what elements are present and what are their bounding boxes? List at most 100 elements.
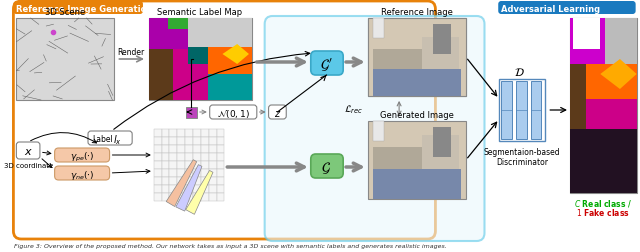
Polygon shape [188, 48, 208, 65]
FancyBboxPatch shape [265, 17, 484, 241]
Text: Adversarial Learning: Adversarial Learning [501, 5, 600, 14]
Bar [177, 193, 185, 201]
Bar [209, 153, 216, 161]
Bar [162, 161, 170, 169]
Text: Segmentaion-based
Discriminator: Segmentaion-based Discriminator [483, 147, 560, 167]
Bar [209, 161, 216, 169]
Bar [193, 177, 201, 185]
Bar [193, 161, 201, 169]
Text: 3D coordinate: 3D coordinate [3, 162, 52, 168]
Bar [201, 185, 209, 193]
Text: Reference Image Generation: Reference Image Generation [17, 5, 153, 14]
Bar [17, 19, 115, 101]
Bar [209, 185, 216, 193]
Bar [162, 169, 170, 177]
Bar [177, 153, 185, 161]
Bar [368, 19, 466, 97]
Polygon shape [600, 60, 637, 90]
FancyBboxPatch shape [13, 2, 143, 15]
Bar [162, 185, 170, 193]
Bar [154, 145, 162, 153]
FancyBboxPatch shape [311, 52, 343, 76]
Bar [499, 80, 545, 141]
Text: Label: Label [92, 135, 113, 144]
Bar [149, 19, 252, 101]
Text: $z$: $z$ [274, 109, 281, 118]
Bar [209, 169, 216, 177]
Bar [154, 153, 162, 161]
Bar [177, 169, 185, 177]
Bar [372, 121, 385, 141]
Bar [201, 177, 209, 185]
Polygon shape [573, 19, 600, 50]
Bar [368, 121, 466, 199]
Bar [193, 145, 201, 153]
Bar [193, 169, 201, 177]
Polygon shape [586, 65, 637, 100]
Bar [216, 185, 225, 193]
Bar [177, 185, 185, 193]
Bar [201, 137, 209, 145]
Bar [162, 130, 170, 137]
Bar [216, 161, 225, 169]
Polygon shape [586, 100, 637, 130]
Bar [162, 145, 170, 153]
Bar [209, 145, 216, 153]
Text: $\mathcal{D}$: $\mathcal{D}$ [515, 66, 525, 78]
Text: Render: Render [118, 48, 145, 57]
Text: $x$: $x$ [24, 146, 33, 156]
Text: $\gamma_{pe}(\cdot)$: $\gamma_{pe}(\cdot)$ [70, 150, 94, 163]
Bar [372, 50, 422, 90]
Bar [570, 19, 637, 193]
FancyBboxPatch shape [17, 142, 40, 159]
Bar [185, 177, 193, 185]
Bar [422, 136, 459, 191]
Text: Reference Image: Reference Image [381, 8, 452, 17]
Bar [201, 153, 209, 161]
Bar [154, 193, 162, 201]
Polygon shape [168, 19, 188, 30]
Bar [193, 153, 201, 161]
Text: $\mathcal{G}$: $\mathcal{G}$ [321, 160, 332, 175]
Bar [201, 130, 209, 137]
Bar [368, 19, 466, 97]
Bar [170, 137, 177, 145]
Bar [154, 130, 162, 137]
Bar [185, 161, 193, 169]
Bar [185, 145, 193, 153]
Bar [162, 193, 170, 201]
Text: Semantic Label Map: Semantic Label Map [157, 8, 243, 17]
Polygon shape [149, 50, 173, 101]
Bar [372, 147, 422, 191]
Bar [193, 193, 201, 201]
Bar [185, 193, 193, 201]
Bar [185, 153, 193, 161]
Bar [170, 177, 177, 185]
Polygon shape [186, 171, 213, 214]
Polygon shape [166, 160, 196, 207]
Bar [186, 108, 197, 118]
Polygon shape [605, 19, 637, 65]
Text: $C$ Real class /: $C$ Real class / [574, 197, 632, 208]
Bar [216, 130, 225, 137]
Bar [209, 177, 216, 185]
Bar [193, 185, 201, 193]
Bar [185, 137, 193, 145]
Bar [170, 185, 177, 193]
Bar [154, 169, 162, 177]
Bar [185, 185, 193, 193]
Bar [154, 137, 162, 145]
Bar [193, 130, 201, 137]
Bar [372, 70, 461, 97]
Polygon shape [570, 19, 605, 65]
Text: $\mathcal{N}(0,1)$: $\mathcal{N}(0,1)$ [217, 108, 250, 119]
Bar [170, 193, 177, 201]
Polygon shape [570, 130, 637, 193]
Bar [216, 169, 225, 177]
Bar [216, 153, 225, 161]
Text: $l_x$: $l_x$ [113, 133, 122, 146]
Bar [201, 145, 209, 153]
Bar [177, 177, 185, 185]
FancyBboxPatch shape [210, 106, 257, 119]
Bar [216, 177, 225, 185]
